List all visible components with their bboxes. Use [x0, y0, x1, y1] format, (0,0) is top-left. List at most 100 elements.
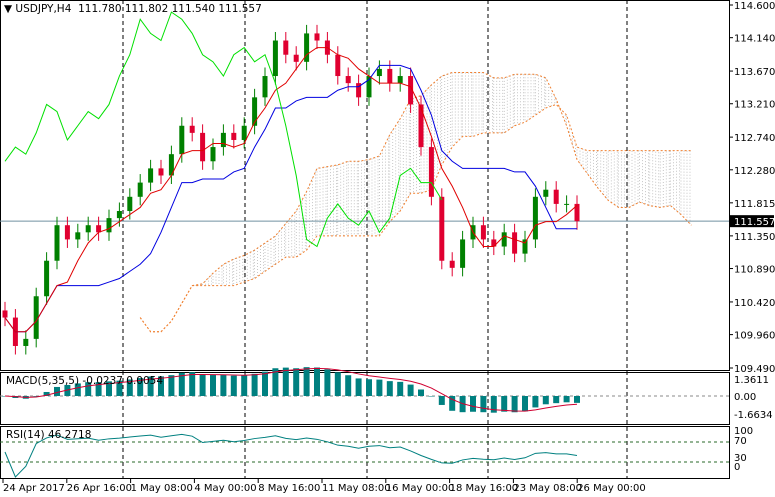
time-tick-label: 24 Apr 2017	[3, 483, 65, 494]
open-value: 111.780	[78, 3, 122, 15]
time-tick-label: 23 May 08:00	[513, 483, 582, 494]
candle-body	[553, 189, 559, 204]
candle-body	[387, 68, 393, 84]
candle-body	[512, 232, 518, 254]
candle-body	[220, 132, 226, 148]
main-pane	[0, 0, 730, 371]
macd-bar	[74, 383, 81, 396]
macd-bar	[418, 389, 424, 396]
tenkan-sen	[4, 47, 578, 333]
rsi-pane	[0, 426, 730, 479]
macd-bar	[293, 368, 300, 396]
macd-bar	[241, 375, 248, 396]
macd-bar	[574, 396, 580, 403]
candle-body	[501, 232, 507, 247]
macd-bar	[95, 382, 102, 396]
senkou-span-a	[139, 71, 692, 333]
macd-bar	[480, 396, 487, 413]
time-tick-label: 11 May 08:00	[322, 483, 391, 494]
macd-label: MACD(5,35,5) -0.0237 0.0054	[6, 375, 164, 387]
current-price-badge	[730, 215, 774, 228]
macd-tick-label: -1.6634	[734, 410, 773, 421]
candle-body	[397, 76, 403, 84]
macd-tick-label: 1.3611	[734, 375, 769, 386]
candle-body	[491, 239, 497, 247]
macd-bar	[106, 381, 112, 396]
rsi-tick-label: 30	[734, 453, 747, 464]
macd-signal-line	[4, 367, 578, 412]
candle-body	[335, 54, 341, 77]
price-tick-label: 111.350	[734, 232, 775, 243]
candle-body	[304, 33, 310, 62]
candle-body	[543, 189, 549, 197]
candle-body	[168, 154, 174, 176]
rsi-line	[4, 433, 578, 478]
macd-bar	[33, 396, 40, 397]
candle-body	[75, 232, 81, 240]
candle-body	[314, 33, 320, 41]
macd-bar	[210, 375, 216, 396]
macd-bar	[438, 396, 445, 405]
time-tick-label: 16 May 00:00	[386, 483, 455, 494]
time-tick-label: 4 May 00:00	[194, 483, 256, 494]
time-tick-label: 18 May 16:00	[450, 483, 519, 494]
rsi-tick-label: 0	[734, 462, 740, 473]
macd-bar	[532, 396, 539, 408]
candle-body	[283, 40, 289, 55]
price-tick-label: 113.210	[734, 100, 775, 111]
macd-bar	[126, 379, 133, 396]
candle-body	[23, 338, 29, 346]
candle-body	[460, 239, 466, 268]
candle-body	[64, 225, 70, 240]
collapse-triangle-icon[interactable]: ▼	[4, 3, 13, 15]
time-tick-label: 8 May 16:00	[258, 483, 320, 494]
rsi-tick-label: 100	[734, 426, 753, 437]
macd-bar	[324, 369, 331, 396]
candle-body	[106, 218, 112, 233]
macd-bar	[178, 372, 185, 396]
candle-body	[33, 296, 39, 339]
candle-body	[127, 196, 133, 212]
candle-body	[252, 97, 258, 126]
macd-bar	[501, 396, 508, 412]
time-tick-label: 1 May 08:00	[131, 483, 193, 494]
candle-body	[200, 132, 206, 162]
candle-body	[418, 104, 424, 148]
price-tick-label: 114.140	[734, 34, 775, 45]
price-tick-label: 114.600	[734, 1, 775, 12]
candle-body	[522, 239, 528, 254]
macd-bar	[230, 375, 237, 396]
candle-body	[179, 125, 185, 155]
ichimoku-cloud	[194, 72, 691, 286]
macd-bar	[553, 396, 560, 404]
kijun-sen	[4, 64, 577, 333]
macd-bar	[397, 381, 404, 396]
macd-bar	[386, 381, 393, 396]
rsi-label: RSI(14) 46.2718	[6, 429, 92, 441]
macd-bar	[345, 375, 352, 396]
candle-body	[210, 147, 216, 162]
macd-bar	[147, 376, 154, 396]
symbol-label: USDJPY,H4	[15, 3, 72, 15]
macd-bar	[314, 367, 320, 396]
macd-tick-label: 0.00	[734, 392, 756, 403]
candle-body	[54, 225, 60, 261]
candle-body	[148, 168, 154, 183]
macd-bar	[334, 372, 341, 396]
candle-body	[116, 211, 122, 219]
symbol-header: ▼ USDJPY,H4 111.780 111.802 111.540 111.…	[4, 3, 262, 15]
macd-bar	[542, 396, 549, 405]
candle-body	[376, 68, 382, 77]
price-tick-label: 112.280	[734, 166, 775, 177]
current-price-label: 111.557	[734, 217, 775, 228]
candle-body	[44, 260, 50, 297]
price-tick-label: 111.815	[734, 199, 775, 210]
macd-bar	[366, 379, 372, 396]
macd-bar	[303, 367, 310, 396]
candle-body	[189, 125, 195, 133]
macd-bar	[262, 371, 268, 396]
macd-bar	[272, 368, 279, 396]
macd-bar	[355, 378, 362, 396]
